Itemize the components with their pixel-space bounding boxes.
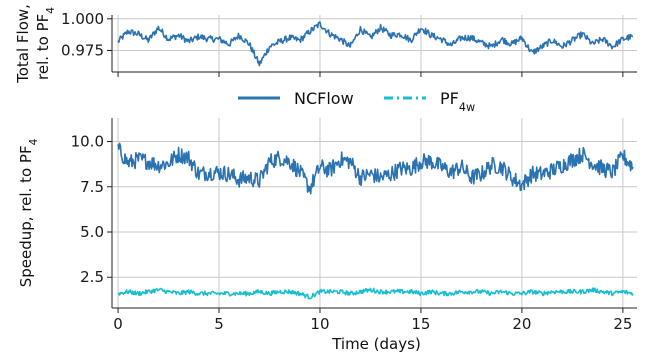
y-axis-label: rel. to PF4 xyxy=(34,7,57,80)
panel-total-flow: 0.975 1.000 Total Flow, rel. to PF4 xyxy=(14,4,637,84)
panel-speedup: 2.5 5.0 7.5 10.0 0 5 10 15 20 25 Speedup, rel. to … xyxy=(17,118,637,353)
y-tick-label: 5.0 xyxy=(80,223,104,241)
x-tick-label: 15 xyxy=(411,315,430,333)
x-axis-label: Time (days) xyxy=(331,335,421,353)
y-axis-label: Speedup, rel. to PF4 xyxy=(17,138,40,287)
y-tick-label: 7.5 xyxy=(80,178,104,196)
legend: NCFlow PF4w xyxy=(238,89,475,114)
legend-label: PF4w xyxy=(440,89,475,114)
x-tick-label: 20 xyxy=(512,315,531,333)
y-tick-label: 0.975 xyxy=(61,41,104,59)
x-tick-label: 25 xyxy=(613,315,632,333)
series-line-pf4w xyxy=(117,287,634,300)
series-line-ncflow xyxy=(117,142,634,195)
x-tick-label: 10 xyxy=(310,315,329,333)
y-tick-label: 1.000 xyxy=(61,10,104,28)
series-line-ncflow xyxy=(117,21,634,67)
x-tick-label: 0 xyxy=(113,315,123,333)
y-axis-label: Total Flow, xyxy=(14,4,32,84)
x-tick-label: 5 xyxy=(214,315,224,333)
legend-label: NCFlow xyxy=(294,89,354,108)
y-tick-label: 10.0 xyxy=(71,133,104,151)
y-tick-label: 2.5 xyxy=(80,268,104,286)
